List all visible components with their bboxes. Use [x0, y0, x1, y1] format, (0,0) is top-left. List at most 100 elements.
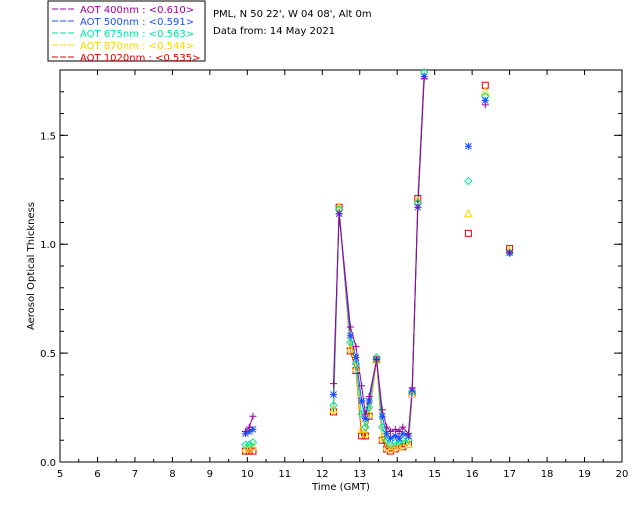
x-tick-label: 20 [616, 469, 629, 480]
data-point [330, 380, 338, 388]
data-point [365, 397, 373, 405]
data-point [464, 208, 473, 218]
data-point [378, 406, 386, 414]
markers-aot-1020nm [241, 81, 514, 455]
y-tick-label: 0.5 [40, 349, 56, 360]
data-point [352, 343, 360, 351]
data-point [357, 409, 366, 419]
x-tick-label: 18 [541, 469, 554, 480]
x-axis-title: Time (GMT) [311, 482, 370, 493]
axis-ticks: 5 6 7 8 9 10 11 12 13 14 15 16 17 18 19 20 0.0 0.5 1.0 1.5 [40, 70, 628, 480]
x-tick-label: 11 [278, 469, 291, 480]
legend-entry: AOT 1020nm : <0.535> [80, 53, 200, 64]
data-point [241, 440, 250, 449]
x-tick-label: 8 [169, 469, 175, 480]
data-point [358, 382, 366, 390]
data-point [506, 249, 514, 257]
data-point [365, 393, 373, 401]
data-point [404, 436, 413, 445]
data-point [386, 428, 394, 436]
plot-frame [59, 69, 623, 463]
y-tick-label: 1.0 [40, 240, 56, 251]
data-point [245, 428, 253, 436]
y-tick-label: 1.5 [40, 131, 56, 142]
x-tick-label: 17 [503, 469, 516, 480]
x-tick-label: 12 [316, 469, 329, 480]
legend-box [47, 0, 206, 62]
markers-aot-400nm [241, 75, 514, 438]
data-point [346, 338, 355, 347]
data-point [408, 384, 416, 392]
data-point [364, 403, 374, 412]
data-point [480, 86, 490, 96]
x-tick-label: 9 [207, 469, 213, 480]
markers-aot-675nm [241, 67, 514, 449]
data-point [358, 397, 366, 405]
legend-entry: AOT 500nm : <0.591> [80, 17, 194, 28]
data-point [378, 422, 387, 432]
x-tick-label: 13 [353, 469, 366, 480]
data-point [391, 432, 399, 440]
data-point [352, 353, 360, 361]
data-point [377, 432, 387, 442]
data-point [249, 425, 257, 433]
data-point [248, 438, 258, 447]
data-point [330, 390, 338, 398]
series-line [333, 78, 425, 435]
data-point [407, 388, 417, 397]
station-info: PML, N 50 22', W 04 08', Alt 0m [213, 9, 372, 20]
data-point [334, 202, 344, 211]
data-point [404, 439, 413, 449]
data-point [346, 332, 354, 340]
markers-aot-870nm [241, 86, 514, 453]
data-point [346, 343, 355, 353]
data-point [395, 434, 403, 442]
legend-entry: AOT 400nm : <0.610> [80, 5, 194, 16]
data-point [351, 359, 361, 369]
data-point [395, 428, 403, 436]
data-point [361, 428, 370, 438]
data-point [481, 101, 489, 109]
data-point [351, 363, 361, 372]
data-point [383, 423, 391, 431]
series-aot-870nm [245, 69, 425, 450]
legend: AOT 400nm : <0.610>AOT 500nm : <0.591>AO… [52, 5, 200, 64]
x-tick-label: 14 [391, 469, 404, 480]
data-point [244, 443, 254, 453]
series-aot-1020nm [245, 69, 425, 452]
data-point [481, 96, 489, 104]
x-tick-label: 16 [466, 469, 479, 480]
legend-entry: AOT 870nm : <0.544> [80, 41, 194, 52]
x-tick-label: 19 [578, 469, 591, 480]
data-point [414, 194, 422, 202]
data-point [329, 404, 338, 414]
markers-aot-500nm [241, 73, 514, 442]
data-point [373, 356, 381, 364]
data-point [249, 412, 257, 420]
data-point [244, 440, 254, 449]
series-layer [241, 67, 514, 455]
data-point [346, 323, 354, 331]
data-point [464, 229, 472, 237]
series-aot-675nm [245, 72, 425, 446]
x-tick-label: 7 [132, 469, 138, 480]
data-point [361, 410, 369, 418]
x-tick-label: 15 [428, 469, 441, 480]
x-tick-label: 5 [57, 469, 63, 480]
data-point [420, 75, 428, 83]
data-point [413, 195, 423, 205]
x-tick-label: 6 [94, 469, 100, 480]
data-point [399, 430, 407, 438]
data-point [358, 432, 366, 440]
y-axis-title: Aerosol Optical Thickness [26, 202, 37, 330]
legend-entry: AOT 675nm : <0.563> [80, 29, 194, 40]
data-point [404, 430, 412, 438]
y-tick-label: 0.0 [40, 458, 56, 469]
data-point [245, 423, 253, 431]
data-point [464, 176, 473, 186]
data-point [399, 423, 407, 431]
data-point [361, 422, 370, 432]
data-point [394, 441, 404, 451]
data-point [335, 210, 343, 218]
